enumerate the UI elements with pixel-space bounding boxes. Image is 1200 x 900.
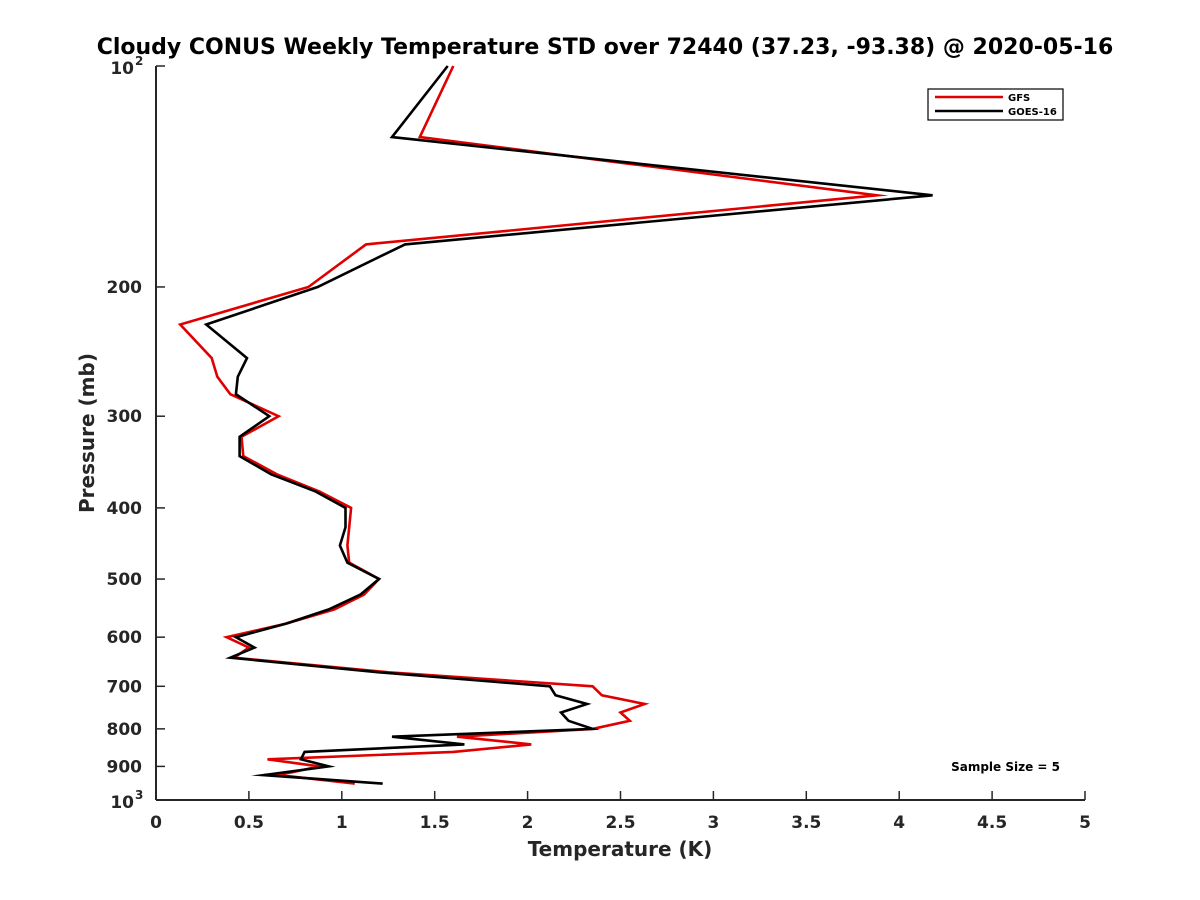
series-lines xyxy=(177,65,933,785)
y-tick-label: 10 xyxy=(110,59,134,79)
x-tick-label: 4 xyxy=(893,813,905,833)
y-tick-label: 300 xyxy=(107,407,143,427)
legend-label-gfs: GFS xyxy=(1008,93,1030,104)
y-tick-label: 800 xyxy=(107,720,143,740)
x-axis-label: Temperature (K) xyxy=(528,837,713,861)
y-tick-label: 600 xyxy=(107,628,143,648)
x-tick-label: 3.5 xyxy=(791,813,821,833)
series-line-goes16 xyxy=(203,65,933,785)
legend-box xyxy=(927,88,1064,121)
x-tick-label: 1.5 xyxy=(420,813,450,833)
x-tick-label: 0.5 xyxy=(234,813,264,833)
sample-size-annotation: Sample Size = 5 xyxy=(951,760,1060,774)
legend: GFS GOES-16 xyxy=(927,88,1064,121)
x-axis-ticks: 0 0.5 1 1.5 2 2.5 3 3.5 4 4.5 5 xyxy=(150,791,1091,833)
x-tick-label: 0 xyxy=(150,813,162,833)
x-tick-label: 1 xyxy=(336,813,348,833)
x-tick-label: 2.5 xyxy=(605,813,635,833)
y-tick-exponent: 3 xyxy=(135,788,143,802)
y-tick-label: 400 xyxy=(107,499,143,519)
y-tick-label: 900 xyxy=(107,757,143,777)
y-tick-exponent: 2 xyxy=(135,54,143,68)
y-tick-label: 700 xyxy=(107,677,143,697)
x-tick-label: 4.5 xyxy=(977,813,1007,833)
x-tick-label: 3 xyxy=(707,813,719,833)
y-tick-label: 500 xyxy=(107,570,143,590)
y-tick-label: 200 xyxy=(107,278,143,298)
y-tick-label: 10 xyxy=(110,793,134,813)
series-line-gfs xyxy=(177,65,889,785)
legend-label-goes16: GOES-16 xyxy=(1008,107,1057,118)
x-tick-label: 2 xyxy=(522,813,534,833)
axes xyxy=(155,66,1085,801)
x-tick-label: 5 xyxy=(1079,813,1091,833)
chart-title: Cloudy CONUS Weekly Temperature STD over… xyxy=(97,35,1114,60)
y-axis-label: Pressure (mb) xyxy=(75,353,99,513)
